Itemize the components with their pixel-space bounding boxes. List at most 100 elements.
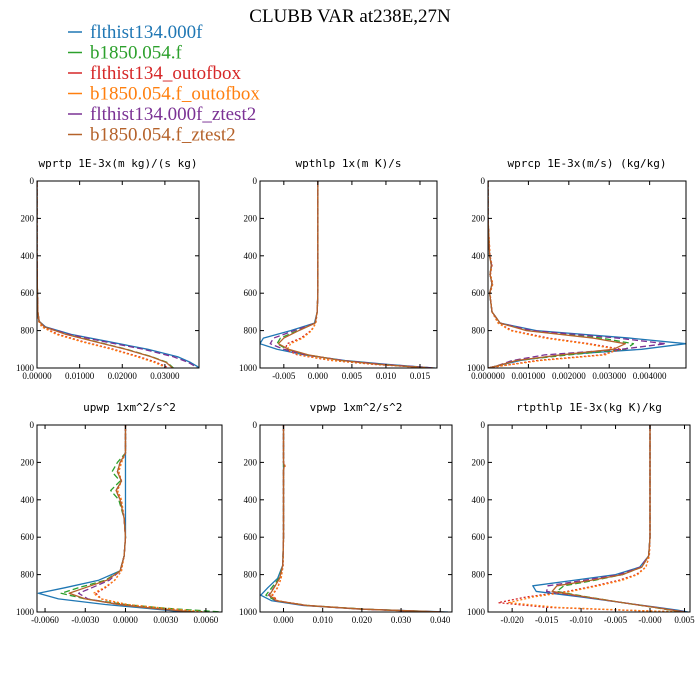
legend-entry: flthist134_outofbox	[68, 63, 241, 84]
x-tick-label: 0.02000	[108, 371, 138, 381]
series-line	[260, 425, 449, 612]
y-tick-label: 1000	[467, 607, 486, 617]
y-tick-label: 400	[244, 251, 258, 261]
series-line	[508, 425, 684, 612]
x-tick-label: 0.002000	[552, 371, 586, 381]
x-tick-label: 0.0030	[153, 615, 178, 625]
y-tick-label: 600	[21, 288, 35, 298]
y-tick-label: 800	[244, 326, 258, 336]
x-tick-label: 0.000	[273, 615, 294, 625]
legend-entry: flthist134.000f_ztest2	[68, 104, 256, 125]
x-tick-label: 0.01000	[65, 371, 95, 381]
x-tick-label: -0.0060	[31, 615, 59, 625]
legend-label: b1850.054.f_ztest2	[90, 125, 236, 146]
series-line	[488, 181, 618, 368]
series-line	[271, 425, 441, 612]
series-line	[488, 181, 667, 368]
series-line	[532, 425, 689, 612]
x-tick-label: 0.010	[313, 615, 334, 625]
y-tick-label: 600	[472, 532, 486, 542]
series-line	[37, 181, 199, 368]
y-tick-label: 400	[21, 251, 35, 261]
series-line	[277, 181, 429, 368]
y-tick-label: 200	[244, 213, 258, 223]
figure-title: CLUBB VAR at238E,27N	[249, 6, 451, 27]
x-tick-label: 0.020	[352, 615, 373, 625]
x-tick-label: 0.010	[376, 371, 397, 381]
series-line	[267, 425, 443, 612]
x-tick-label: 0.001000	[512, 371, 546, 381]
y-tick-label: 0	[30, 176, 35, 186]
chart-panel-2: wpthlp 1x(m K)/s 0 200 400 600 800 1000 -0.005 0…	[239, 157, 438, 381]
chart-panel-3: wprcp 1E-3x(m/s) (kg/kg) 0 200 400 600 800 100…	[467, 157, 687, 381]
legend-label: flthist134.000f_ztest2	[90, 104, 256, 125]
series-line	[260, 181, 436, 368]
x-tick-label: 0.000000	[471, 371, 505, 381]
x-tick-label: 0.000	[308, 371, 329, 381]
series-group	[37, 181, 199, 368]
y-tick-label: 600	[472, 288, 486, 298]
y-tick-label: 0	[481, 420, 486, 430]
series-line	[284, 181, 433, 368]
panel-title: rtpthlp 1E-3x(kg K)/kg	[516, 401, 662, 414]
series-line	[265, 425, 441, 612]
panels: wprtp 1E-3x(m kg)/(s kg) 0 200 400 600 800 100…	[16, 157, 695, 625]
x-tick-label: 0.03000	[150, 371, 180, 381]
legend-label: flthist134_outofbox	[90, 63, 241, 84]
panel-title: wprcp 1E-3x(m/s) (kg/kg)	[508, 157, 667, 170]
series-line	[551, 425, 685, 612]
legend-entry: b1850.054.f_ztest2	[68, 125, 236, 146]
x-tick-label: 0.004000	[633, 371, 667, 381]
x-tick-label: -0.020	[501, 615, 525, 625]
series-line	[37, 181, 173, 368]
x-tick-label: 0.005	[342, 371, 363, 381]
series-line	[488, 181, 686, 368]
y-tick-label: 200	[472, 457, 486, 467]
y-tick-label: 0	[30, 420, 35, 430]
legend-label: flthist134.000f	[90, 22, 203, 43]
panel-title: wpthlp 1x(m K)/s	[296, 157, 402, 170]
y-tick-label: 600	[244, 288, 258, 298]
plot-frame	[36, 424, 223, 613]
y-tick-label: 600	[244, 532, 258, 542]
y-tick-label: 200	[21, 213, 35, 223]
series-line	[488, 181, 627, 368]
x-tick-label: 0.030	[391, 615, 412, 625]
series-line	[92, 425, 206, 612]
plot-frame	[36, 180, 200, 369]
x-tick-label: -0.010	[569, 615, 593, 625]
plot-frame	[259, 180, 438, 369]
y-tick-label: 800	[21, 326, 35, 336]
series-group	[497, 425, 689, 612]
y-tick-label: 1000	[16, 607, 35, 617]
series-line	[37, 181, 198, 368]
x-tick-label: 0.005	[674, 615, 695, 625]
y-tick-label: 800	[472, 326, 486, 336]
series-line	[286, 181, 434, 368]
panel-title: upwp 1xm^2/s^2	[83, 401, 176, 414]
chart-panel-1: wprtp 1E-3x(m kg)/(s kg) 0 200 400 600 800 100…	[16, 157, 200, 381]
plot-frame	[487, 424, 691, 613]
chart-panel-4: upwp 1xm^2/s^2 0 200 400 600 800 1000-0.0060 -0…	[16, 401, 223, 625]
x-tick-label: -0.005	[272, 371, 296, 381]
series-line	[95, 425, 200, 612]
legend-entry: flthist134.000f	[68, 22, 203, 43]
y-tick-label: 800	[244, 570, 258, 580]
series-line	[488, 181, 635, 368]
y-tick-label: 0	[481, 176, 486, 186]
series-line	[60, 425, 222, 612]
x-tick-label: -0.015	[535, 615, 559, 625]
plot-frame	[487, 180, 687, 369]
y-tick-label: 400	[472, 251, 486, 261]
series-line	[271, 425, 439, 612]
chart-panel-5: vpwp 1xm^2/s^2 0 200 400 600 800 1000 0.000 0.01…	[239, 401, 453, 625]
panel-title: wprtp 1E-3x(m kg)/(s kg)	[39, 157, 198, 170]
x-tick-label: 0.00000	[22, 371, 52, 381]
x-tick-label: 0.0000	[113, 615, 138, 625]
x-tick-label: 0.003000	[592, 371, 626, 381]
series-group	[260, 181, 436, 368]
legend-entry: b1850.054.f_outofbox	[68, 84, 260, 105]
x-tick-label: 0.015	[410, 371, 431, 381]
panel-title: vpwp 1xm^2/s^2	[310, 401, 403, 414]
x-tick-label: 0.040	[430, 615, 451, 625]
